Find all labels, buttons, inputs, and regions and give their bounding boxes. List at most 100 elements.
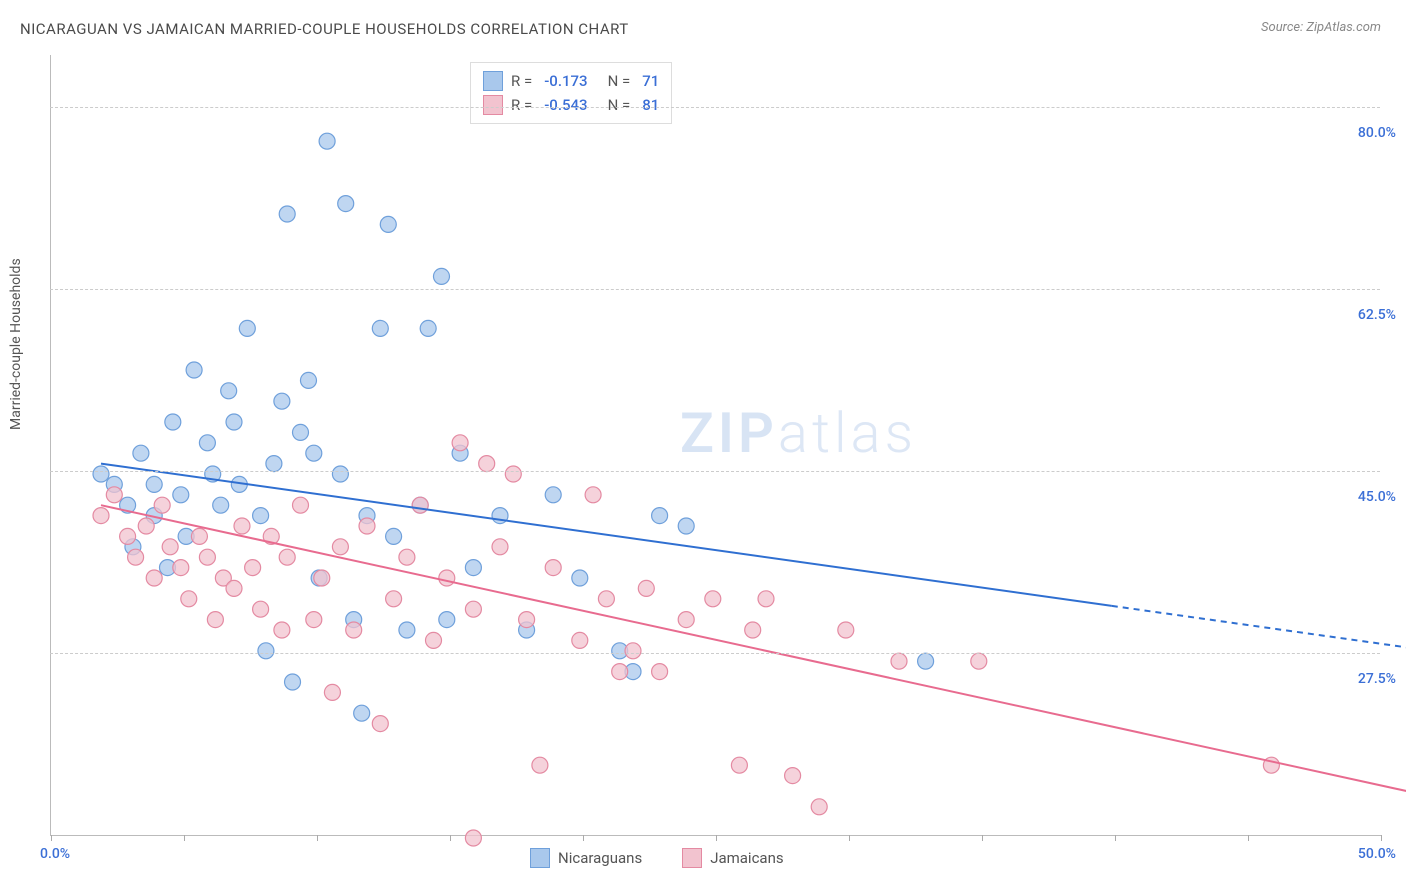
scatter-point xyxy=(106,487,122,503)
x-tick xyxy=(317,835,318,841)
scatter-point xyxy=(346,622,362,638)
scatter-point xyxy=(838,622,854,638)
scatter-point xyxy=(505,466,521,482)
plot-area xyxy=(50,55,1381,836)
x-tick xyxy=(51,835,52,841)
scatter-point xyxy=(652,508,668,524)
scatter-point xyxy=(612,664,628,680)
scatter-point xyxy=(285,674,301,690)
chart-svg xyxy=(101,110,1406,890)
scatter-point xyxy=(811,799,827,815)
chart-source: Source: ZipAtlas.com xyxy=(1261,20,1381,35)
x-tick xyxy=(184,835,185,841)
scatter-point xyxy=(420,320,436,336)
scatter-point xyxy=(971,653,987,669)
scatter-point xyxy=(274,622,290,638)
gridline xyxy=(50,107,1380,108)
scatter-point xyxy=(532,757,548,773)
scatter-point xyxy=(465,830,481,846)
scatter-point xyxy=(372,320,388,336)
scatter-point xyxy=(186,362,202,378)
scatter-point xyxy=(678,612,694,628)
x-tick xyxy=(1115,835,1116,841)
scatter-point xyxy=(545,487,561,503)
scatter-point xyxy=(598,591,614,607)
scatter-point xyxy=(245,560,261,576)
scatter-point xyxy=(191,528,207,544)
legend-row-nicaraguans: R = -0.173 N = 71 xyxy=(483,69,659,93)
scatter-point xyxy=(324,684,340,700)
scatter-point xyxy=(154,497,170,513)
scatter-point xyxy=(258,643,274,659)
regression-line-extrapolated xyxy=(1112,606,1406,651)
scatter-point xyxy=(572,632,588,648)
scatter-point xyxy=(338,196,354,212)
n-value-nicaraguans: 71 xyxy=(642,72,659,90)
scatter-point xyxy=(293,424,309,440)
series-legend: Nicaraguans Jamaicans xyxy=(530,848,784,868)
swatch-nicaraguans xyxy=(483,71,503,91)
scatter-point xyxy=(572,570,588,586)
chart-title: NICARAGUAN VS JAMAICAN MARRIED-COUPLE HO… xyxy=(20,20,629,38)
x-tick xyxy=(982,835,983,841)
scatter-point xyxy=(226,580,242,596)
legend-item-jamaicans: Jamaicans xyxy=(682,848,783,868)
scatter-point xyxy=(545,560,561,576)
gridline xyxy=(50,653,1380,654)
scatter-point xyxy=(891,653,907,669)
scatter-point xyxy=(359,518,375,534)
scatter-point xyxy=(146,476,162,492)
scatter-point xyxy=(146,570,162,586)
scatter-point xyxy=(412,497,428,513)
scatter-point xyxy=(199,435,215,451)
r-value-jamaicans: -0.543 xyxy=(544,96,587,114)
swatch-nicaraguans-bottom xyxy=(530,848,550,868)
scatter-point xyxy=(678,518,694,534)
scatter-point xyxy=(652,664,668,680)
scatter-point xyxy=(386,591,402,607)
x-tick xyxy=(583,835,584,841)
scatter-point xyxy=(918,653,934,669)
scatter-point xyxy=(426,632,442,648)
legend-label-jamaicans: Jamaicans xyxy=(710,849,783,867)
scatter-point xyxy=(93,508,109,524)
scatter-point xyxy=(625,643,641,659)
regression-line xyxy=(101,505,1406,796)
x-tick xyxy=(450,835,451,841)
scatter-point xyxy=(399,622,415,638)
regression-line xyxy=(101,464,1112,606)
scatter-point xyxy=(93,466,109,482)
scatter-point xyxy=(173,560,189,576)
x-tick xyxy=(716,835,717,841)
scatter-point xyxy=(128,549,144,565)
legend-item-nicaraguans: Nicaraguans xyxy=(530,848,642,868)
scatter-point xyxy=(133,445,149,461)
scatter-point xyxy=(745,622,761,638)
y-tick-label: 45.0% xyxy=(1358,489,1396,505)
swatch-jamaicans xyxy=(483,95,503,115)
scatter-point xyxy=(452,435,468,451)
scatter-point xyxy=(319,133,335,149)
gridline xyxy=(50,471,1380,472)
scatter-point xyxy=(354,705,370,721)
y-tick-label: 62.5% xyxy=(1358,307,1396,323)
scatter-point xyxy=(181,591,197,607)
scatter-point xyxy=(439,570,455,586)
r-label: R = xyxy=(511,96,532,114)
scatter-point xyxy=(120,528,136,544)
scatter-point xyxy=(293,497,309,513)
n-label: N = xyxy=(608,96,631,114)
y-tick-label: 27.5% xyxy=(1358,671,1396,687)
scatter-point xyxy=(306,612,322,628)
scatter-point xyxy=(332,466,348,482)
scatter-point xyxy=(279,206,295,222)
y-tick-label: 80.0% xyxy=(1358,125,1396,141)
scatter-point xyxy=(226,414,242,430)
scatter-point xyxy=(386,528,402,544)
scatter-point xyxy=(221,383,237,399)
scatter-point xyxy=(253,601,269,617)
scatter-point xyxy=(705,591,721,607)
scatter-point xyxy=(239,320,255,336)
scatter-point xyxy=(492,539,508,555)
scatter-point xyxy=(332,539,348,555)
